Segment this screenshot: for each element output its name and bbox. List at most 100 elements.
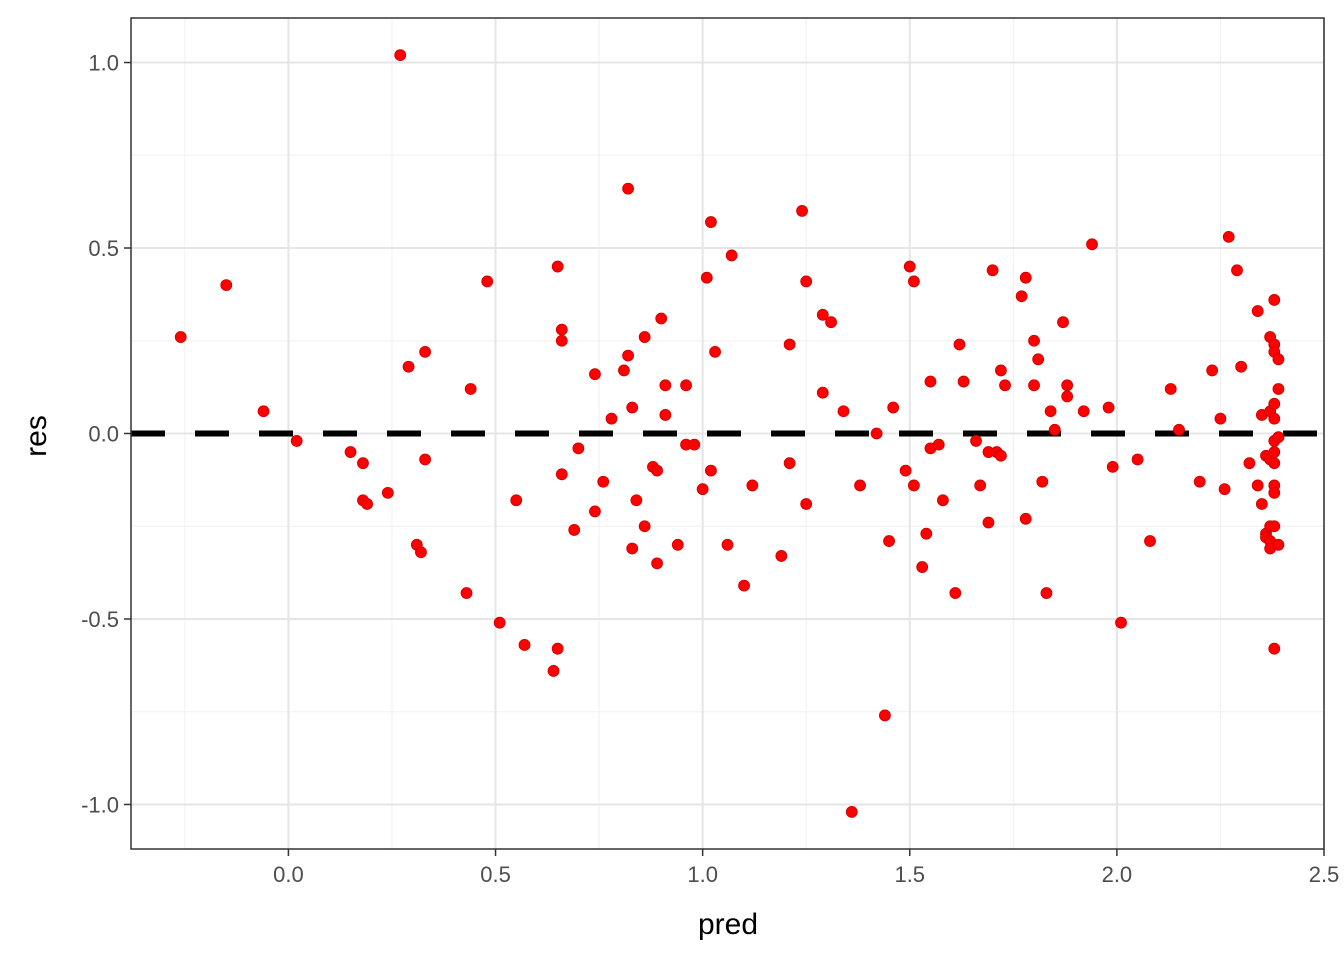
data-point bbox=[402, 360, 415, 373]
data-point bbox=[999, 379, 1011, 392]
data-point bbox=[257, 405, 270, 418]
data-point bbox=[932, 438, 945, 451]
data-point bbox=[1057, 316, 1069, 329]
data-point bbox=[651, 557, 663, 570]
data-point bbox=[572, 442, 585, 455]
data-point bbox=[605, 412, 618, 425]
data-point bbox=[622, 182, 634, 195]
data-point bbox=[1255, 498, 1268, 510]
data-point bbox=[1218, 483, 1231, 496]
data-point bbox=[825, 316, 837, 329]
data-point bbox=[680, 379, 692, 392]
data-point bbox=[551, 260, 564, 273]
data-point bbox=[1115, 616, 1127, 629]
y-axis-title: res bbox=[20, 415, 53, 457]
data-point bbox=[1044, 405, 1057, 418]
x-tick-label: 0.0 bbox=[273, 862, 304, 887]
data-point bbox=[555, 468, 568, 481]
data-point bbox=[1243, 457, 1256, 470]
data-point bbox=[854, 479, 866, 492]
data-point bbox=[547, 665, 560, 677]
data-point bbox=[970, 435, 982, 447]
data-point bbox=[725, 249, 738, 262]
data-point bbox=[1268, 412, 1281, 425]
data-point bbox=[220, 279, 233, 292]
data-point bbox=[879, 709, 891, 722]
data-point bbox=[870, 427, 883, 440]
data-point bbox=[481, 275, 494, 288]
data-point bbox=[1028, 379, 1040, 392]
data-point bbox=[1032, 353, 1045, 366]
x-axis-title: pred bbox=[698, 908, 758, 941]
data-point bbox=[626, 542, 639, 555]
data-point bbox=[1040, 587, 1053, 599]
x-tick-label: 1.5 bbox=[894, 862, 925, 887]
data-point bbox=[1144, 535, 1156, 547]
data-point bbox=[1193, 475, 1206, 488]
data-point bbox=[1106, 460, 1119, 473]
data-point bbox=[800, 498, 813, 510]
data-point bbox=[816, 386, 829, 399]
data-point bbox=[1164, 383, 1177, 395]
x-axis: 0.0 0.5 1.0 1.5 2.0 2.5 bbox=[273, 849, 1339, 887]
data-point bbox=[986, 264, 999, 277]
data-point bbox=[1048, 423, 1061, 436]
data-point bbox=[845, 806, 858, 818]
data-point bbox=[361, 498, 374, 510]
data-point bbox=[688, 438, 701, 451]
data-point bbox=[1102, 401, 1115, 414]
data-point bbox=[589, 505, 601, 518]
y-axis: -1.0 -0.5 0.0 0.5 1.0 bbox=[81, 51, 131, 817]
data-point bbox=[908, 479, 920, 492]
data-point bbox=[597, 475, 610, 488]
data-point bbox=[1061, 379, 1074, 392]
data-point bbox=[510, 494, 523, 507]
data-point bbox=[1268, 457, 1281, 470]
data-point bbox=[1036, 475, 1049, 488]
data-point bbox=[568, 524, 581, 536]
data-point bbox=[783, 457, 796, 470]
data-point bbox=[651, 464, 663, 477]
data-point bbox=[671, 538, 684, 551]
data-point bbox=[460, 587, 473, 599]
data-point bbox=[659, 409, 672, 421]
y-tick-label: -1.0 bbox=[81, 792, 119, 817]
data-point bbox=[290, 435, 303, 447]
data-point bbox=[493, 616, 506, 629]
data-point bbox=[1173, 423, 1185, 436]
data-point bbox=[1268, 294, 1281, 306]
data-point bbox=[738, 579, 750, 592]
data-point bbox=[903, 260, 916, 273]
data-point bbox=[1235, 360, 1248, 373]
data-point bbox=[555, 323, 568, 336]
y-tick-label: 1.0 bbox=[88, 51, 119, 76]
y-tick-label: -0.5 bbox=[81, 607, 119, 632]
data-point bbox=[1268, 642, 1281, 655]
data-point bbox=[589, 368, 601, 381]
data-point bbox=[916, 561, 929, 573]
data-point bbox=[518, 639, 531, 651]
data-point bbox=[622, 349, 634, 362]
data-point bbox=[1272, 538, 1285, 551]
data-point bbox=[394, 49, 407, 61]
data-point bbox=[982, 516, 995, 529]
data-point bbox=[1086, 238, 1098, 251]
data-point bbox=[696, 483, 709, 496]
data-point bbox=[1268, 397, 1281, 410]
data-point bbox=[949, 587, 962, 599]
data-point bbox=[1214, 412, 1227, 425]
data-point bbox=[783, 338, 796, 351]
data-point bbox=[1222, 230, 1235, 243]
data-point bbox=[994, 364, 1007, 377]
data-point bbox=[953, 338, 966, 351]
data-point bbox=[174, 331, 187, 343]
data-point bbox=[837, 405, 850, 418]
data-point bbox=[1019, 271, 1032, 284]
data-point bbox=[357, 457, 369, 470]
x-tick-label: 2.5 bbox=[1309, 862, 1340, 887]
data-point bbox=[887, 401, 900, 414]
data-point bbox=[883, 535, 895, 547]
data-point bbox=[1272, 353, 1285, 366]
